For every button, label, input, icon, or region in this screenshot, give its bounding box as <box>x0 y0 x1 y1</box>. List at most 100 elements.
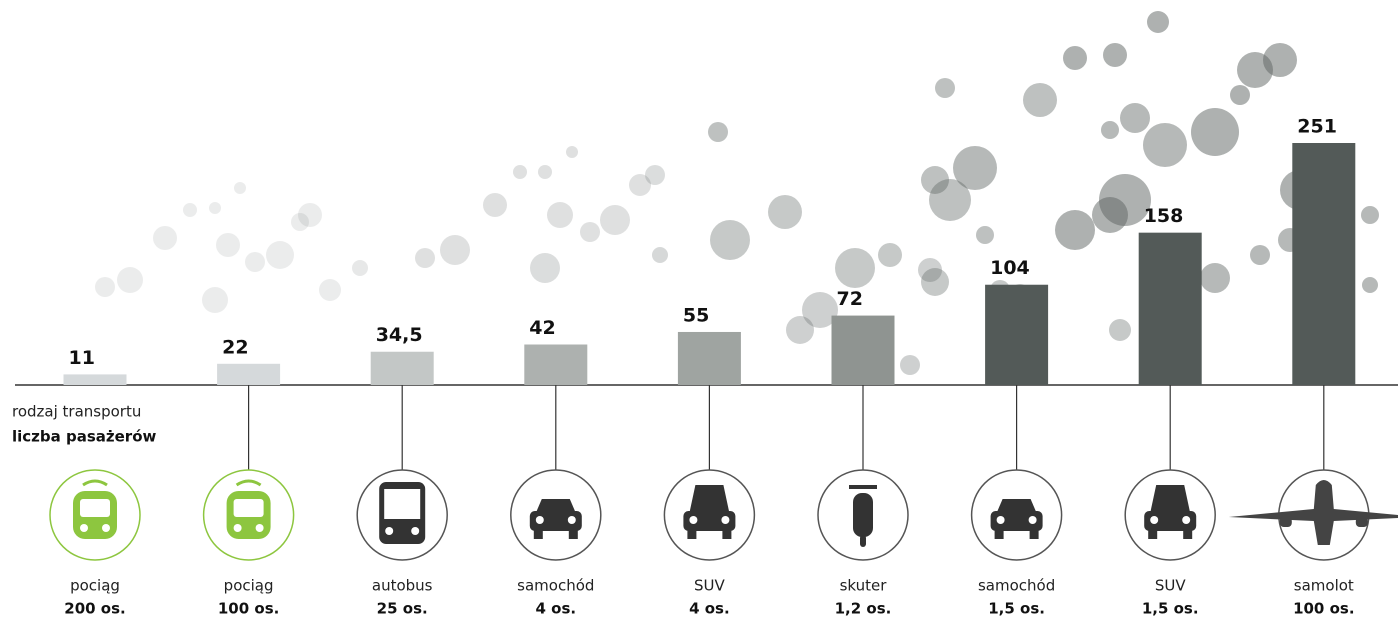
bubble <box>1103 43 1127 67</box>
passenger-label: 1,5 os. <box>988 600 1045 618</box>
bubble <box>878 243 902 267</box>
icon <box>533 529 543 539</box>
bubble <box>786 316 814 344</box>
icon <box>721 516 730 524</box>
bubble <box>117 267 143 293</box>
icon <box>411 527 420 535</box>
category-label: pociąg <box>224 577 274 595</box>
icon <box>80 499 110 517</box>
icon <box>235 479 262 487</box>
bubble <box>1101 121 1119 139</box>
bubble <box>580 222 600 242</box>
category-label: SUV <box>1155 577 1187 595</box>
bubble <box>352 260 368 276</box>
bubble <box>513 165 527 179</box>
value-label: 104 <box>990 257 1030 279</box>
bubble <box>768 195 802 229</box>
icon <box>384 489 421 519</box>
value-label: 34,5 <box>376 324 423 346</box>
icon <box>255 524 264 532</box>
bubble <box>319 279 341 301</box>
icon <box>1150 516 1159 524</box>
bubble <box>1120 103 1150 133</box>
bubble <box>245 252 265 272</box>
bar <box>1292 143 1356 385</box>
bubble <box>547 202 573 228</box>
bubble <box>921 268 949 296</box>
bubble <box>1147 11 1169 33</box>
bubble <box>183 203 197 217</box>
icon <box>1148 529 1158 539</box>
passenger-label: 200 os. <box>64 600 125 618</box>
category-label: samochód <box>517 577 594 595</box>
icon <box>994 529 1004 539</box>
bubble <box>710 220 750 260</box>
value-label: 72 <box>837 288 863 310</box>
passenger-label: 1,2 os. <box>835 600 892 618</box>
bubble <box>291 213 309 231</box>
bubble <box>976 226 994 244</box>
bar <box>985 284 1049 385</box>
bubble <box>1109 319 1131 341</box>
bubble <box>1023 83 1057 117</box>
bubble <box>645 165 665 185</box>
category-label: pociąg <box>70 577 120 595</box>
bar <box>370 351 434 385</box>
icon <box>102 524 110 532</box>
bubble <box>1361 206 1379 224</box>
bubble <box>95 277 115 297</box>
icon <box>80 524 88 532</box>
icon <box>689 485 730 513</box>
bubble <box>835 248 875 288</box>
icon <box>1279 517 1292 527</box>
icon <box>567 516 576 524</box>
value-label: 158 <box>1144 205 1184 227</box>
passenger-label: 1,5 os. <box>1142 600 1199 618</box>
icon <box>722 529 732 539</box>
value-label: 55 <box>683 304 709 326</box>
bubble <box>209 202 221 214</box>
bubble <box>266 241 294 269</box>
bar <box>1138 232 1202 385</box>
icon <box>853 493 873 537</box>
bar <box>524 344 588 385</box>
icon <box>1228 480 1398 545</box>
passenger-label: 25 os. <box>377 600 428 618</box>
passenger-label: 100 os. <box>218 600 279 618</box>
icon <box>689 516 698 524</box>
value-label: 251 <box>1297 116 1337 138</box>
bubble <box>298 203 322 227</box>
icon <box>535 499 576 513</box>
bubble <box>202 287 228 313</box>
axis-label: rodzaj transportu <box>12 403 141 421</box>
bubble <box>929 179 971 221</box>
bubble <box>802 292 838 328</box>
icon <box>687 529 697 539</box>
passenger-label: 4 os. <box>536 600 577 618</box>
icon <box>1144 511 1197 531</box>
category-label: SUV <box>694 577 726 595</box>
value-label: 42 <box>529 317 555 339</box>
icon <box>535 516 544 524</box>
icon <box>1355 517 1368 527</box>
bubble <box>538 165 552 179</box>
category-label: autobus <box>372 577 433 595</box>
bar <box>831 315 895 385</box>
bubble <box>953 146 997 190</box>
bubble <box>918 258 942 282</box>
bubble <box>153 226 177 250</box>
value-label: 22 <box>222 336 248 358</box>
icon <box>82 479 108 487</box>
axis-label: liczba pasażerów <box>12 428 157 446</box>
category-label: samolot <box>1294 577 1354 595</box>
icon <box>529 511 582 531</box>
bubble <box>1063 46 1087 70</box>
icon <box>996 499 1037 513</box>
bar <box>677 331 741 385</box>
bubble <box>1250 245 1270 265</box>
bubble <box>440 235 470 265</box>
icon <box>568 529 578 539</box>
icon <box>233 499 264 517</box>
bubble <box>483 193 507 217</box>
